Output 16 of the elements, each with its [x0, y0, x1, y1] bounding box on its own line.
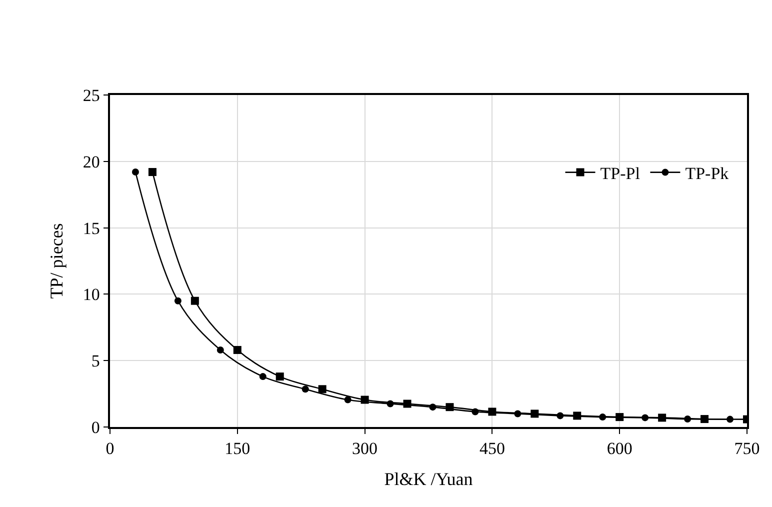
x-tick-label: 150: [224, 439, 250, 458]
y-tick-label: 10: [82, 285, 100, 304]
legend-label: TP-Pl: [600, 164, 640, 183]
y-tick-label: 0: [91, 418, 100, 437]
x-tick-label: 450: [479, 439, 505, 458]
y-tick-label: 15: [82, 218, 100, 238]
legend-label: TP-Pk: [685, 164, 730, 183]
x-axis-title: Pl&K /Yuan: [384, 468, 473, 489]
x-tick-label: 750: [734, 439, 760, 458]
y-tick-label: 20: [82, 152, 100, 172]
x-tick-label: 300: [352, 439, 378, 458]
x-tick-label: 600: [606, 439, 632, 458]
y-tick-label: 5: [91, 352, 100, 371]
x-tick-label: 0: [106, 439, 114, 458]
y-tick-label: 25: [82, 86, 100, 105]
y-axis-title: TP/ pieces: [46, 223, 67, 299]
